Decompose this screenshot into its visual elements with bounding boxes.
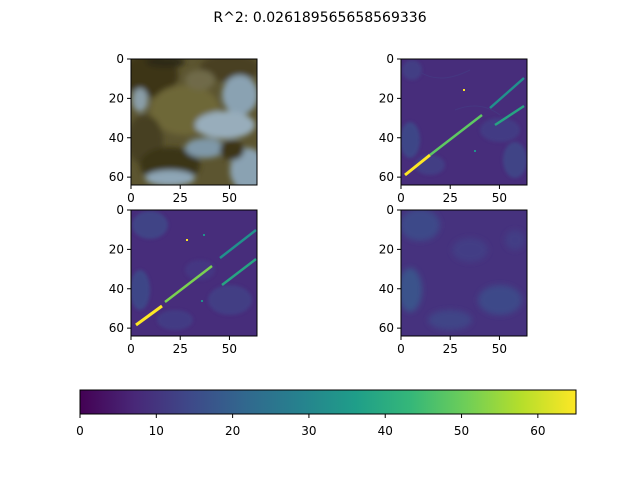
x-tick-label: 50 bbox=[222, 342, 237, 356]
colorbar: 0 10 20 30 40 50 60 bbox=[76, 389, 577, 438]
y-tick-label: 0 bbox=[386, 203, 394, 217]
x-tick-label: 25 bbox=[173, 342, 188, 356]
x-tick-label: 0 bbox=[397, 191, 405, 205]
y-tick-label: 60 bbox=[379, 321, 394, 335]
y-tick-label: 40 bbox=[379, 131, 394, 145]
colorbar-tick-label: 50 bbox=[454, 424, 469, 438]
y-tick-label: 20 bbox=[109, 91, 124, 105]
label-map-bottom bbox=[131, 210, 257, 336]
x-tick-label: 25 bbox=[173, 191, 188, 205]
x-tick-label: 25 bbox=[443, 191, 458, 205]
y-tick-label: 0 bbox=[386, 52, 394, 66]
colorbar-gradient bbox=[79, 389, 577, 415]
colorbar-tick-label: 10 bbox=[149, 424, 164, 438]
y-tick-label: 40 bbox=[109, 282, 124, 296]
x-tick-label: 50 bbox=[492, 191, 507, 205]
x-tick-label: 0 bbox=[397, 342, 405, 356]
y-tick-label: 20 bbox=[379, 242, 394, 256]
panel-top-left bbox=[130, 58, 258, 186]
x-tick-label: 50 bbox=[222, 191, 237, 205]
prediction-map bbox=[401, 210, 527, 336]
colorbar-tick-label: 40 bbox=[378, 424, 393, 438]
colorbar-ticks: 0 10 20 30 40 50 60 bbox=[76, 414, 545, 438]
x-tick-label: 25 bbox=[443, 342, 458, 356]
colorbar-tick-label: 0 bbox=[76, 424, 84, 438]
y-tick-label: 20 bbox=[379, 91, 394, 105]
y-tick-label: 40 bbox=[109, 131, 124, 145]
x-tick-label: 0 bbox=[127, 342, 135, 356]
x-tick-label: 0 bbox=[127, 191, 135, 205]
colorbar-tick-label: 60 bbox=[530, 424, 545, 438]
figure-title: R^2: 0.026189565658569336 bbox=[213, 10, 426, 26]
colorbar-tick-label: 30 bbox=[301, 424, 316, 438]
y-tick-label: 0 bbox=[116, 203, 124, 217]
label-map-top bbox=[401, 59, 527, 185]
y-tick-label: 60 bbox=[109, 170, 124, 184]
panel-bottom-left bbox=[130, 209, 258, 337]
y-tick-label: 20 bbox=[109, 242, 124, 256]
y-tick-label: 40 bbox=[379, 282, 394, 296]
colorbar-tick-label: 20 bbox=[225, 424, 240, 438]
y-tick-label: 60 bbox=[379, 170, 394, 184]
rgb-image bbox=[131, 59, 257, 185]
panel-top-right bbox=[400, 58, 528, 186]
y-tick-label: 60 bbox=[109, 321, 124, 335]
y-tick-label: 0 bbox=[116, 52, 124, 66]
panel-bottom-right bbox=[400, 209, 528, 337]
x-tick-label: 50 bbox=[492, 342, 507, 356]
